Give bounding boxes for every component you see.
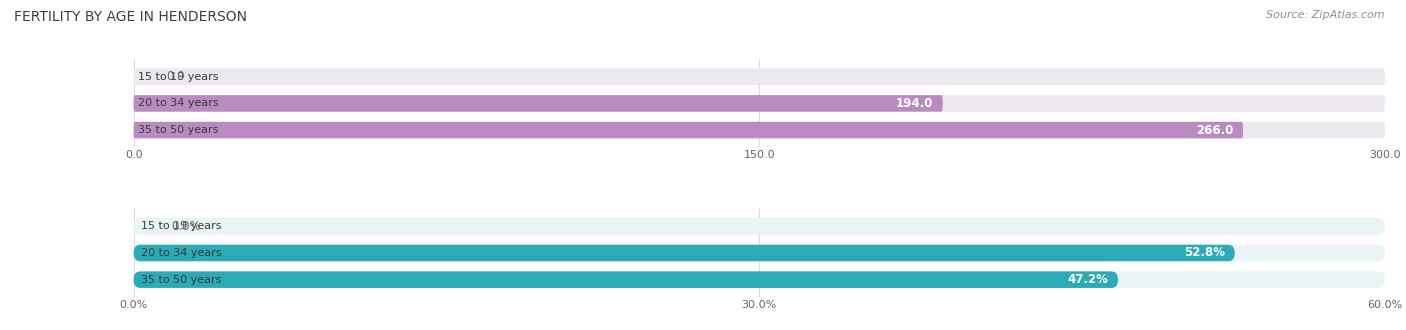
FancyBboxPatch shape [134, 122, 1385, 138]
Text: 194.0: 194.0 [896, 97, 932, 110]
Text: 266.0: 266.0 [1195, 123, 1233, 137]
FancyBboxPatch shape [134, 122, 1243, 138]
FancyBboxPatch shape [134, 271, 1118, 288]
FancyBboxPatch shape [134, 68, 1385, 85]
Text: 20 to 34 years: 20 to 34 years [138, 98, 218, 108]
Text: 47.2%: 47.2% [1067, 273, 1108, 286]
Text: 35 to 50 years: 35 to 50 years [138, 125, 218, 135]
Text: 15 to 19 years: 15 to 19 years [141, 221, 221, 231]
Text: FERTILITY BY AGE IN HENDERSON: FERTILITY BY AGE IN HENDERSON [14, 10, 247, 24]
Text: 52.8%: 52.8% [1184, 247, 1225, 259]
FancyBboxPatch shape [134, 95, 1385, 112]
Text: 0.0%: 0.0% [172, 220, 201, 233]
FancyBboxPatch shape [134, 245, 1385, 261]
FancyBboxPatch shape [134, 95, 943, 112]
Text: 35 to 50 years: 35 to 50 years [141, 275, 221, 285]
Text: Source: ZipAtlas.com: Source: ZipAtlas.com [1267, 10, 1385, 20]
Text: 15 to 19 years: 15 to 19 years [138, 72, 218, 82]
Text: 20 to 34 years: 20 to 34 years [141, 248, 221, 258]
FancyBboxPatch shape [134, 218, 1385, 235]
Text: 0.0: 0.0 [166, 70, 184, 83]
FancyBboxPatch shape [134, 245, 1234, 261]
FancyBboxPatch shape [134, 271, 1385, 288]
